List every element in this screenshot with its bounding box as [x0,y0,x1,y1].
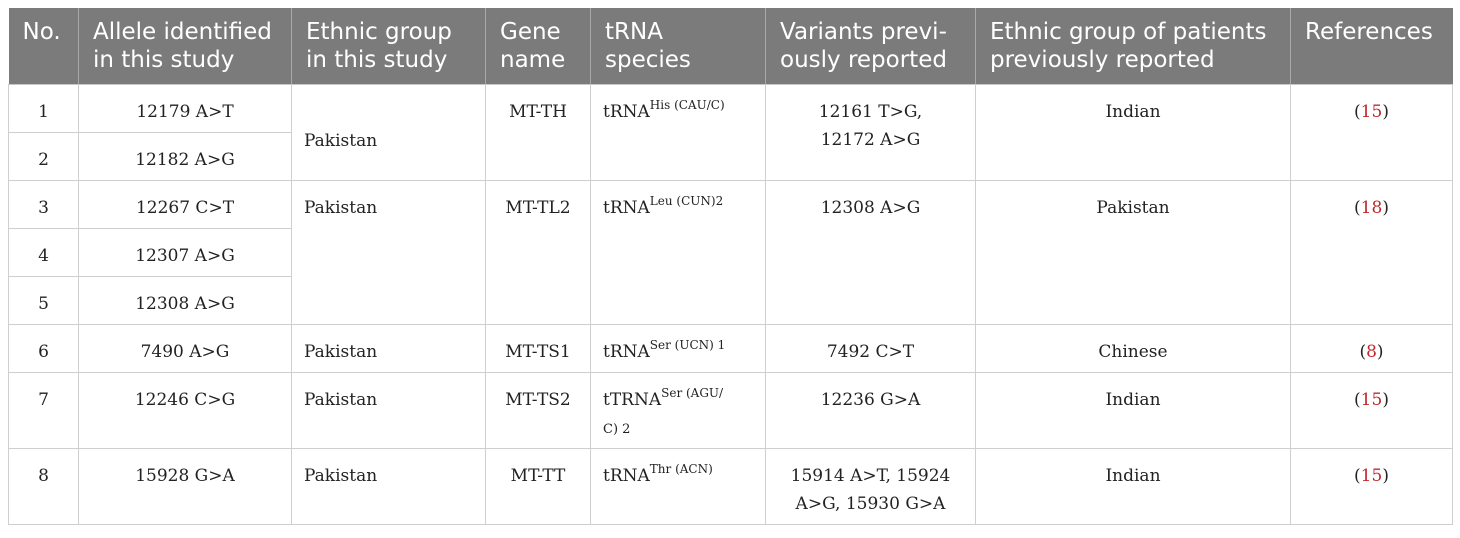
ethnic-group-cell: Pakistan [291,448,486,525]
header-variants: Variants previ-ously reported [765,8,976,85]
allele-cell: 12179 A>T [78,84,292,133]
patients-ethnic-cell: Chinese [975,324,1291,373]
header-no: No. [8,8,79,85]
trna-superscript: Ser (AGU/ [661,386,724,400]
table-row: 5 12308 A>G [8,276,1453,325]
allele-cell: 12246 C>G [78,372,292,449]
patients-ethnic-cell: Indian [975,84,1291,181]
patients-ethnic-cell: Indian [975,372,1291,449]
row-number: 7 [8,372,79,449]
allele-cell: 12307 A>G [78,228,292,277]
gene-name-cell: MT-TS2 [485,372,591,449]
reference-link[interactable]: 8 [1366,342,1377,362]
header-row: No. Allele identified in this study Ethn… [8,8,1453,85]
trna-superscript: Leu (CUN)2 [649,194,724,208]
gene-name-cell: MT-TT [485,448,591,525]
row-number: 1 [8,84,79,133]
allele-cell: 7490 A>G [78,324,292,373]
trna-species-cell: tRNASer (UCN) 1 [590,324,766,373]
variants-cell: 12308 A>G [765,180,976,325]
gene-name-cell: MT-TS1 [485,324,591,373]
header-allele: Allele identified in this study [78,8,292,85]
row-number: 2 [8,132,79,181]
ethnic-group-cell: Pakistan [291,180,486,325]
trna-superscript: Ser (UCN) 1 [649,338,726,352]
table-row: 1 12179 A>T Pakistan MT-TH tRNAHis (CAU/… [8,84,1453,181]
reference-cell: (15) [1290,448,1453,525]
trna-superscript: His (CAU/C) [649,98,725,112]
row-number: 3 [8,180,79,229]
gene-name-cell: MT-TH [485,84,591,181]
table-row: 4 12307 A>G [8,228,1453,277]
variants-cell: 15914 A>T, 15924 A>G, 15930 G>A [765,448,976,525]
gene-name-cell: MT-TL2 [485,180,591,325]
allele-cell: 12308 A>G [78,276,292,325]
table-row: 8 15928 G>A Pakistan MT-TT tRNAThr (ACN)… [8,448,1453,525]
row-number: 4 [8,228,79,277]
trna-superscript: Thr (ACN) [649,462,713,476]
variants-cell: 12161 T>G, 12172 A>G [765,84,976,181]
patients-ethnic-cell: Indian [975,448,1291,525]
trna-species-cell: tRNALeu (CUN)2 [590,180,766,325]
table-row: 7 12246 C>G Pakistan MT-TS2 tTRNASer (AG… [8,372,1453,449]
row-number: 8 [8,448,79,525]
reference-link[interactable]: 15 [1360,466,1383,486]
reference-cell: (8) [1290,324,1453,373]
header-patients-ethnic-group: Ethnic group of patients previously repo… [975,8,1291,85]
allele-cell: 15928 G>A [78,448,292,525]
allele-cell: 12267 C>T [78,180,292,229]
reference-link[interactable]: 15 [1360,390,1383,410]
table-row: 3 12267 C>T Pakistan MT-TL2 tRNALeu (CUN… [8,180,1453,325]
reference-cell: (15) [1290,372,1453,449]
variants-cell: 12236 G>A [765,372,976,449]
trna-species-cell: tTRNASer (AGU/C) 2 [590,372,766,449]
ethnic-group-cell: Pakistan [291,324,486,373]
trna-species-cell: tRNAThr (ACN) [590,448,766,525]
header-gene-name: Gene name [485,8,591,85]
variants-cell: 7492 C>T [765,324,976,373]
patients-ethnic-cell: Pakistan [975,180,1291,325]
reference-link[interactable]: 15 [1360,102,1383,122]
trna-species-cell: tRNAHis (CAU/C) [590,84,766,181]
header-references: References [1290,8,1453,85]
alleles-table: No. Allele identified in this study Ethn… [8,8,1453,525]
table-row: 6 7490 A>G Pakistan MT-TS1 tRNASer (UCN)… [8,324,1453,373]
ethnic-group-cell: Pakistan [291,372,486,449]
ethnic-group-cell: Pakistan [291,84,486,181]
allele-cell: 12182 A>G [78,132,292,181]
row-number: 6 [8,324,79,373]
reference-cell: (18) [1290,180,1453,325]
row-number: 5 [8,276,79,325]
reference-link[interactable]: 18 [1360,198,1383,218]
header-ethnic-group: Ethnic group in this study [291,8,486,85]
reference-cell: (15) [1290,84,1453,181]
header-trna-species: tRNA species [590,8,766,85]
